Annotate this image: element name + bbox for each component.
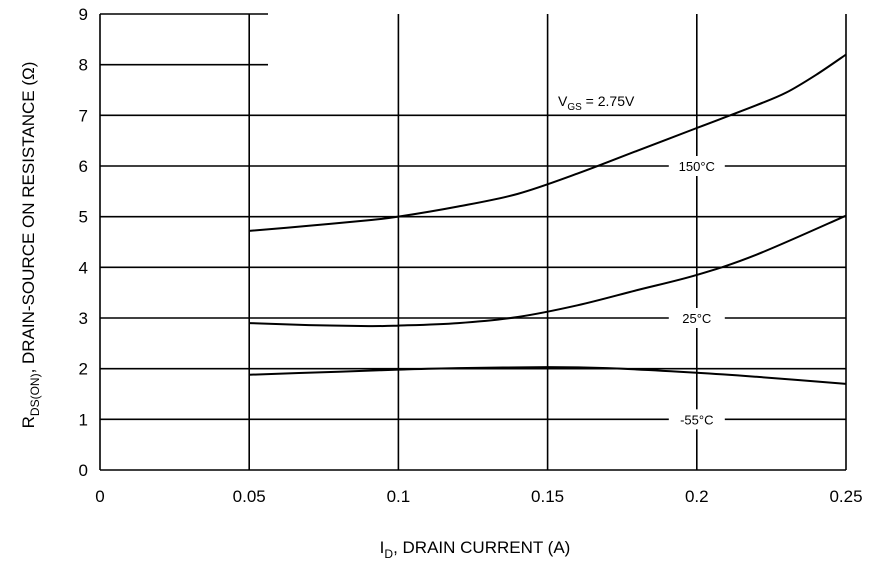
series-label-bg (668, 308, 725, 328)
y-tick-label: 1 (79, 410, 88, 429)
x-axis-title: ID, DRAIN CURRENT (A) (380, 538, 571, 561)
y-tick-label: 0 (79, 461, 88, 480)
x-axis-ticks: 0 0.05 0.1 0.15 0.2 0.25 (95, 487, 862, 506)
y-tick-label: 3 (79, 309, 88, 328)
x-tick-label: 0.25 (829, 487, 862, 506)
x-tick-label: 0.15 (531, 487, 564, 506)
y-tick-label: 4 (79, 258, 88, 277)
y-tick-label: 5 (79, 208, 88, 227)
x-tick-label: 0 (95, 487, 104, 506)
series-label-bg (668, 156, 725, 176)
y-tick-label: 8 (79, 56, 88, 75)
y-tick-label: 7 (79, 106, 88, 125)
y-tick-label: 6 (79, 157, 88, 176)
x-tick-label: 0.2 (685, 487, 709, 506)
x-tick-label: 0.05 (233, 487, 266, 506)
series-label-bg (668, 409, 725, 430)
series-line-0 (249, 53, 847, 232)
y-axis-title: RDS(ON), DRAIN-SOURCE ON RESISTANCE (Ω) (19, 62, 42, 429)
condition-label: VGS = 2.75V (558, 93, 635, 113)
series-label-2: -55°C (680, 412, 713, 427)
series-label-1: 25°C (682, 311, 711, 326)
series-line-2 (249, 366, 847, 385)
y-tick-label: 2 (79, 360, 88, 379)
x-tick-label: 0.1 (387, 487, 411, 506)
series: 150°C 25°C -55°C (249, 53, 847, 430)
y-tick-label: 9 (79, 5, 88, 24)
series-line-1 (249, 214, 847, 328)
y-axis-ticks: 0 1 2 3 4 5 6 7 8 9 (79, 5, 88, 480)
series-label-0: 150°C (679, 159, 715, 174)
grid (99, 13, 847, 471)
